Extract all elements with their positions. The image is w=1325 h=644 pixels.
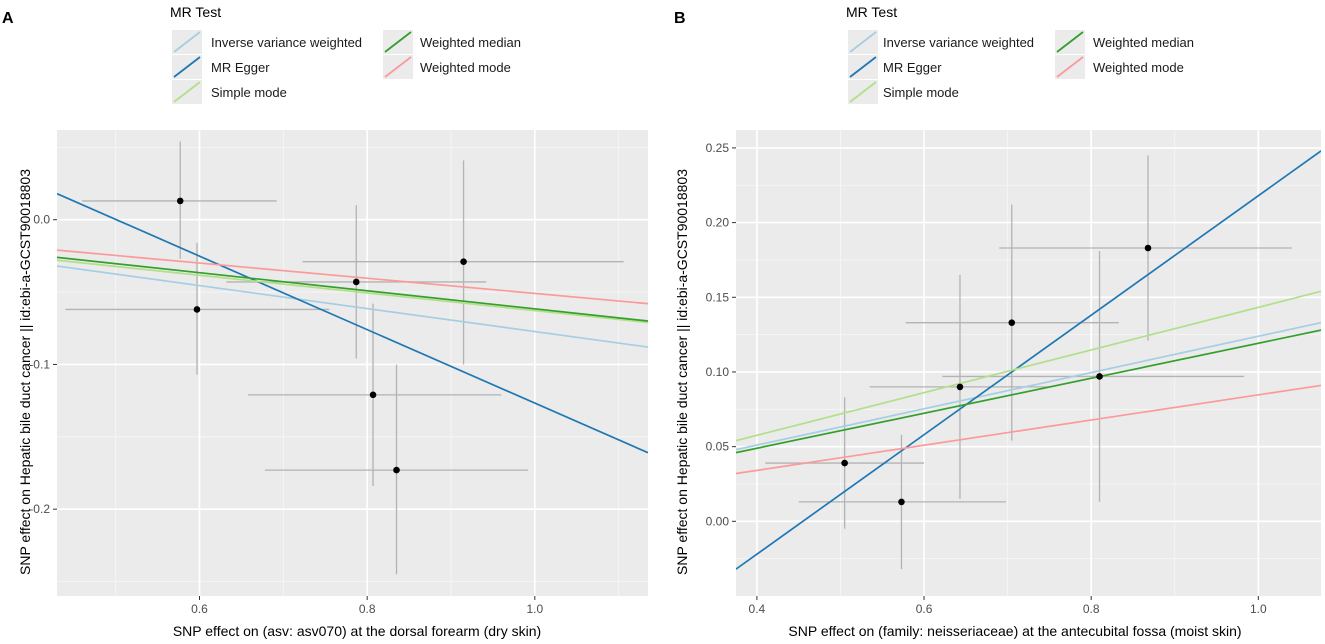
legend-key-line — [173, 81, 201, 103]
legend-entry-label: Weighted median — [1093, 35, 1194, 50]
panel-background — [57, 130, 648, 596]
y-tick-label: 0.20 — [706, 216, 730, 230]
legend-key-line — [849, 56, 877, 78]
y-tick-label: -0.2 — [29, 502, 50, 516]
data-point — [369, 391, 377, 399]
data-point — [460, 258, 467, 265]
x-tick-label: 1.0 — [1250, 602, 1267, 616]
plot-area: 0.4 0.6 0.8 1.0 0.00 0.05 0.10 0.15 0.20 0.25 — [706, 130, 1321, 616]
plot-content — [57, 130, 648, 596]
x-tick-label: 0.6 — [191, 602, 208, 616]
panel-label: A — [2, 10, 14, 27]
data-point — [393, 466, 400, 474]
legend-entry-simple-mode: Simple mode — [172, 80, 287, 104]
data-point — [898, 498, 905, 506]
legend-entry-ivw: Inverse variance weighted — [172, 30, 362, 54]
y-tick-label: 0.10 — [706, 365, 730, 379]
plot-area: 0.6 0.8 1.0 0.0 -0.1 -0.2 — [29, 130, 648, 616]
regression-line — [57, 259, 648, 324]
legend-entry-label: Simple mode — [211, 85, 287, 100]
legend-key-line — [173, 31, 201, 53]
x-tick-label: 1.0 — [526, 602, 543, 616]
legend-entry-label: Weighted mode — [420, 60, 511, 75]
legend-entry-mr-egger: MR Egger — [172, 55, 270, 79]
legend-key-line — [849, 31, 877, 53]
legend-entry-label: MR Egger — [883, 60, 942, 75]
panel-b: B MR Test Inverse variance weighted MR E… — [674, 4, 1321, 639]
legend-entry-mr-egger: MR Egger — [848, 55, 942, 79]
regression-line — [736, 290, 1321, 442]
x-axis-label: SNP effect on (asv: asv070) at the dorsa… — [173, 623, 541, 639]
legend: MR Test Inverse variance weighted MR Egg… — [170, 4, 521, 104]
y-tick-label: -0.1 — [29, 357, 50, 371]
legend-key-line — [849, 81, 877, 103]
panel-background — [736, 130, 1321, 596]
y-tick-label: 0.05 — [706, 440, 730, 454]
legend-key-line — [1056, 56, 1084, 78]
legend-entry-label: Weighted mode — [1093, 60, 1184, 75]
regression-line — [57, 256, 648, 322]
x-axis-label: SNP effect on (family: neisseriaceae) at… — [788, 623, 1241, 639]
x-tick-label: 0.6 — [916, 602, 933, 616]
y-tick-label: 0.25 — [706, 141, 730, 155]
legend-entry-label: Weighted median — [420, 35, 521, 50]
x-tick-label: 0.4 — [749, 602, 766, 616]
legend-title: MR Test — [170, 4, 221, 20]
regression-line — [57, 265, 648, 348]
data-point — [1144, 244, 1152, 252]
data-point — [841, 459, 848, 467]
legend-key-line — [173, 56, 201, 78]
legend-key-line — [384, 31, 412, 53]
legend-title: MR Test — [846, 4, 897, 20]
legend-key-line — [384, 56, 412, 78]
y-axis-label: SNP effect on Hepatic bile duct cancer |… — [674, 169, 690, 575]
data-point — [193, 306, 201, 313]
legend-entry-label: Simple mode — [883, 85, 959, 100]
legend-entry-weighted-median: Weighted median — [1055, 30, 1194, 54]
regression-line — [57, 249, 648, 305]
panel-a: A MR Test Inverse variance weighted MR E… — [2, 4, 648, 639]
legend-entry-label: MR Egger — [211, 60, 270, 75]
regression-line — [736, 150, 1321, 570]
legend-entry-ivw: Inverse variance weighted — [848, 30, 1034, 54]
y-tick-label: 0.00 — [706, 514, 730, 528]
x-tick-label: 0.8 — [1083, 602, 1100, 616]
plot-content — [736, 130, 1321, 596]
y-tick-label: 0.0 — [33, 213, 50, 227]
regression-line — [736, 384, 1321, 475]
regression-line — [736, 321, 1321, 451]
regression-line — [736, 329, 1321, 454]
data-point — [176, 197, 184, 205]
legend-entry-simple-mode: Simple mode — [848, 80, 959, 104]
regression-line — [57, 192, 648, 454]
data-point — [956, 383, 964, 391]
y-tick-label: 0.15 — [706, 290, 730, 304]
data-point — [1096, 373, 1103, 380]
legend-entry-label: Inverse variance weighted — [883, 35, 1034, 50]
legend-entry-weighted-mode: Weighted mode — [1055, 55, 1184, 79]
x-tick-label: 0.8 — [359, 602, 376, 616]
y-axis-label: SNP effect on Hepatic bile duct cancer |… — [17, 169, 33, 575]
legend-key-line — [1056, 31, 1084, 53]
panel-label: B — [674, 10, 686, 27]
legend-entry-weighted-mode: Weighted mode — [383, 55, 511, 79]
legend-entry-weighted-median: Weighted median — [383, 30, 521, 54]
legend-entry-label: Inverse variance weighted — [211, 35, 362, 50]
data-point — [352, 278, 360, 286]
data-point — [1008, 319, 1016, 326]
legend: MR Test Inverse variance weighted MR Egg… — [846, 4, 1194, 104]
